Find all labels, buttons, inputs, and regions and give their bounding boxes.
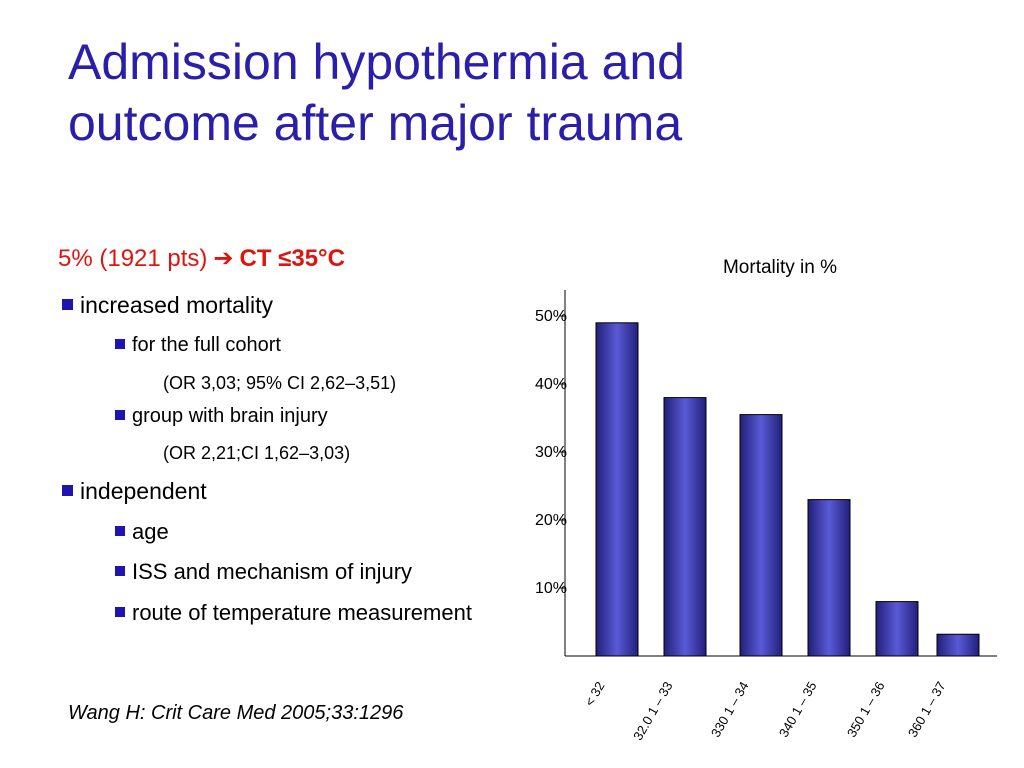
y-tick-label: 50% bbox=[535, 308, 567, 325]
bar bbox=[739, 414, 783, 657]
bullet-text: for the full cohort bbox=[132, 334, 281, 356]
bullet-brain-injury: group with brain injury bbox=[115, 405, 328, 428]
y-tick-label: 40% bbox=[535, 376, 567, 393]
bullet-square-icon bbox=[62, 299, 73, 311]
x-tick-label: 330 1 – 34 bbox=[708, 679, 752, 740]
bar bbox=[663, 397, 707, 657]
bullet-square-icon bbox=[115, 338, 125, 349]
bullet-text: independent bbox=[80, 478, 207, 504]
y-tick-label: 10% bbox=[535, 580, 567, 597]
bullet-route: route of temperature measurement bbox=[115, 600, 472, 626]
bar bbox=[875, 601, 919, 657]
lead-text: 5% (1921 pts) bbox=[58, 245, 208, 272]
lead-highlight: CT ≤35°C bbox=[239, 245, 345, 272]
bullet-text: increased mortality bbox=[80, 292, 274, 318]
bullet-independent: independent bbox=[62, 478, 207, 505]
bullet-age: age bbox=[115, 519, 169, 545]
lead-statement: 5% (1921 pts) ➔ CT ≤35°C bbox=[58, 244, 345, 273]
bullet-text: group with brain injury bbox=[132, 405, 328, 427]
x-tick-label: < 32 bbox=[582, 679, 608, 709]
bar bbox=[807, 499, 851, 657]
bullet-square-icon bbox=[62, 485, 73, 497]
bullet-square-icon bbox=[115, 566, 125, 577]
bullet-square-icon bbox=[115, 409, 125, 420]
bullet-text: age bbox=[132, 519, 169, 544]
x-tick-label: 32.0 1 – 33 bbox=[630, 679, 676, 743]
brain-injury-detail: (OR 2,21;CI 1,62–3,03) bbox=[163, 443, 351, 463]
bullet-square-icon bbox=[115, 607, 125, 618]
citation: Wang H: Crit Care Med 2005;33:1296 bbox=[68, 702, 404, 724]
bar bbox=[595, 322, 639, 657]
x-tick-label: 350 1 – 36 bbox=[844, 679, 888, 740]
bullet-text: ISS and mechanism of injury bbox=[132, 559, 413, 584]
bullet-iss: ISS and mechanism of injury bbox=[115, 559, 412, 585]
x-tick-label: 360 1 – 37 bbox=[905, 679, 949, 740]
slide-title-line-2: outcome after major trauma bbox=[68, 95, 683, 151]
bullet-text: route of temperature measurement bbox=[132, 600, 472, 625]
arrow-right-icon: ➔ bbox=[213, 245, 234, 272]
x-tick-label: 340 1 – 35 bbox=[776, 679, 820, 740]
y-tick-label: 30% bbox=[535, 444, 567, 461]
chart-title: Mortality in % bbox=[723, 257, 837, 278]
y-tick-label: 20% bbox=[535, 512, 567, 529]
bullet-full-cohort: for the full cohort bbox=[115, 334, 281, 357]
bar bbox=[936, 633, 980, 657]
bullet-increased-mortality: increased mortality bbox=[62, 292, 273, 319]
bullet-square-icon bbox=[115, 526, 125, 537]
slide-title: Admission hypothermia and outcome after … bbox=[68, 32, 968, 154]
full-cohort-detail: (OR 3,03; 95% CI 2,62–3,51) bbox=[163, 373, 397, 393]
slide-title-line-1: Admission hypothermia and bbox=[68, 34, 685, 90]
